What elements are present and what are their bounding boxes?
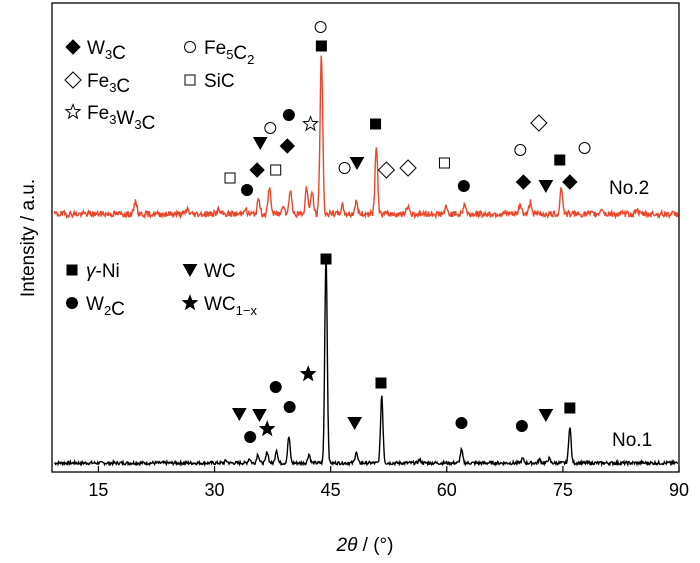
- peak-marker-top-diamond-open: [399, 159, 417, 177]
- peak-marker-top-diamond-filled: [249, 162, 265, 178]
- x-tick-label-45: 45: [321, 480, 341, 500]
- peak-marker-bottom-triangle-down-filled: [538, 409, 554, 423]
- peak-marker-top-diamond-filled: [562, 174, 578, 190]
- peak-marker-bottom-square-filled: [375, 377, 387, 389]
- peak-marker-bottom-circle-filled: [455, 417, 468, 429]
- marker-layer: [224, 21, 591, 443]
- x-tick-label-15: 15: [88, 480, 108, 500]
- x-tick-label-75: 75: [553, 480, 573, 500]
- series-line-no2: [53, 55, 679, 220]
- x-axis: 15 30 45 60 75 90: [88, 466, 689, 500]
- peak-marker-top-circle-filled: [282, 109, 295, 121]
- peak-marker-top-square-filled: [554, 154, 566, 166]
- peak-marker-top-circle-open: [514, 144, 527, 156]
- legend-marker-star-filled: [181, 294, 199, 311]
- peak-marker-bottom-circle-filled: [283, 401, 296, 413]
- peak-marker-top-diamond-filled: [279, 138, 296, 154]
- legend-marker-circle-open: [184, 41, 196, 53]
- peak-marker-top-square-filled: [370, 118, 382, 130]
- peak-marker-top-triangle-down-filled: [349, 157, 365, 171]
- peak-marker-bottom-star-filled: [299, 365, 317, 382]
- x-tick-label-30: 30: [205, 480, 225, 500]
- peak-marker-top-square-open: [270, 164, 282, 176]
- legend-marker-square-open: [184, 74, 196, 86]
- series-line-no1: [54, 255, 679, 468]
- peak-marker-bottom-square-filled: [320, 253, 332, 265]
- plot-frame: [51, 2, 680, 473]
- peak-marker-top-star-open: [302, 115, 320, 132]
- peak-marker-top-square-filled: [315, 40, 327, 52]
- x-axis-label-var: 2θ: [336, 535, 359, 556]
- legend-label-top-3: SiC: [204, 71, 235, 92]
- peak-marker-top-triangle-down-filled: [538, 180, 554, 194]
- peak-marker-bottom-triangle-down-filled: [252, 409, 267, 423]
- legend-label-bottom-2: W2C: [86, 294, 125, 320]
- y-axis-label: Intensity / a.u.: [18, 179, 39, 297]
- legend-marker-star-open: [64, 103, 82, 120]
- legend-marker-square-filled: [66, 264, 78, 276]
- legend-marker-triangle-down-filled: [182, 264, 198, 278]
- peak-marker-top-diamond-open: [377, 161, 396, 179]
- peak-marker-top-circle-open: [578, 142, 591, 154]
- legend-marker-diamond-filled: [65, 39, 81, 55]
- peak-marker-bottom-triangle-down-filled: [347, 417, 363, 431]
- peak-marker-bottom-star-filled: [258, 420, 276, 437]
- peak-marker-top-circle-open: [338, 162, 351, 174]
- peak-marker-top-circle-filled: [457, 180, 470, 192]
- legend-label-top-0: W3C: [87, 38, 126, 64]
- peak-marker-top-square-open: [438, 157, 450, 169]
- x-axis-label-unit: / (°): [357, 535, 393, 556]
- curve-label-no2: No.2: [609, 178, 649, 199]
- peak-marker-bottom-circle-filled: [269, 381, 282, 393]
- legend-label-bottom-0: γ-Ni: [86, 261, 120, 282]
- curve-label-no1: No.1: [612, 430, 652, 451]
- legend-marker-circle-filled: [66, 297, 78, 309]
- peak-marker-top-diamond-open: [530, 114, 548, 132]
- legend-label-bottom-1: WC: [204, 261, 236, 282]
- series-layer: [53, 55, 679, 468]
- legend-label-top-4: Fe3W3C: [87, 103, 155, 134]
- legend-label-top-2: Fe3C: [87, 71, 130, 97]
- peak-marker-bottom-circle-filled: [515, 420, 528, 432]
- legend-layer: W3C Fe5C2 Fe3C SiC Fe3W3C γ-Ni WC W2C WC1−x: [64, 38, 257, 320]
- legend-label-top-1: Fe5C2: [204, 38, 254, 67]
- legend-marker-diamond-open: [64, 71, 82, 89]
- peak-marker-top-triangle-down-filled: [252, 137, 268, 151]
- peak-marker-top-diamond-filled: [515, 174, 532, 190]
- x-tick-label-90: 90: [669, 480, 689, 500]
- x-axis-label: 2θ / (°): [336, 535, 394, 556]
- peak-marker-top-circle-open: [314, 21, 327, 33]
- peak-marker-top-square-open: [224, 172, 236, 184]
- legend-label-bottom-3: WC1−x: [204, 294, 257, 318]
- peak-marker-bottom-square-filled: [564, 402, 576, 414]
- peak-marker-bottom-triangle-down-filled: [231, 408, 247, 422]
- peak-marker-top-circle-open: [264, 122, 277, 134]
- x-tick-label-60: 60: [437, 480, 457, 500]
- peak-marker-bottom-circle-filled: [244, 431, 257, 443]
- peak-marker-top-circle-filled: [241, 184, 254, 196]
